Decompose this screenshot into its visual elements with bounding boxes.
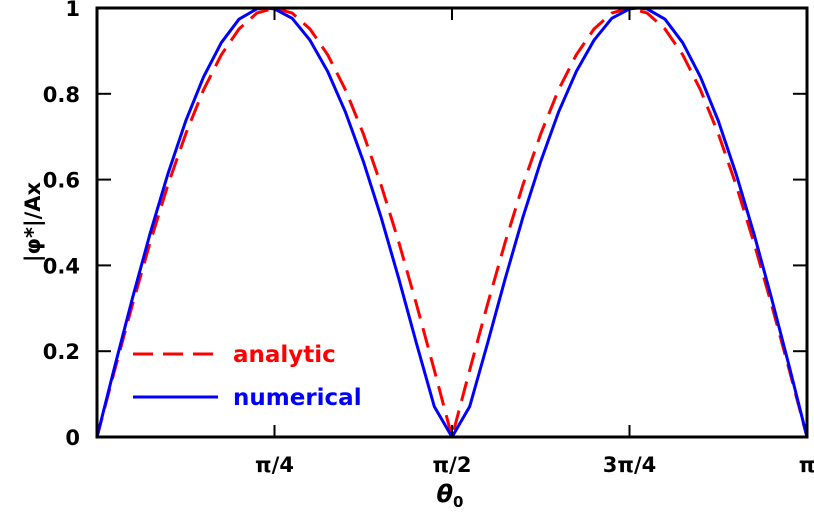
x-tick-label: π/4 — [255, 453, 294, 477]
y-tick-label: 0.2 — [43, 340, 80, 364]
y-tick-label: 1 — [65, 0, 80, 21]
y-tick-label: 0.8 — [43, 83, 80, 107]
y-axis-title: |φ*|/Ax — [21, 181, 46, 262]
series-line-analytic — [95, 6, 809, 439]
x-axis-title: θ0 — [437, 480, 464, 511]
legend-label-analytic: analytic — [233, 342, 336, 368]
x-tick-label: 3π/4 — [603, 453, 657, 477]
y-axis: 0 0.2 0.4 0.6 0.8 1 — [43, 0, 807, 450]
x-axis: π/4 π/2 3π/4 π — [255, 8, 814, 477]
legend-label-numerical: numerical — [233, 385, 362, 411]
x-axis-title-subscript: 0 — [453, 493, 463, 511]
series-line-numerical — [95, 6, 809, 439]
y-tick-label: 0.4 — [43, 254, 80, 278]
legend: analytic numerical — [133, 342, 362, 411]
x-tick-label: π/2 — [433, 453, 472, 477]
x-axis-title-main: θ — [437, 480, 454, 508]
y-tick-label: 0 — [65, 426, 80, 450]
y-tick-label: 0.6 — [43, 169, 80, 193]
x-tick-label: π — [799, 453, 814, 477]
plot-frame — [95, 6, 809, 439]
plot-lines — [95, 6, 809, 439]
